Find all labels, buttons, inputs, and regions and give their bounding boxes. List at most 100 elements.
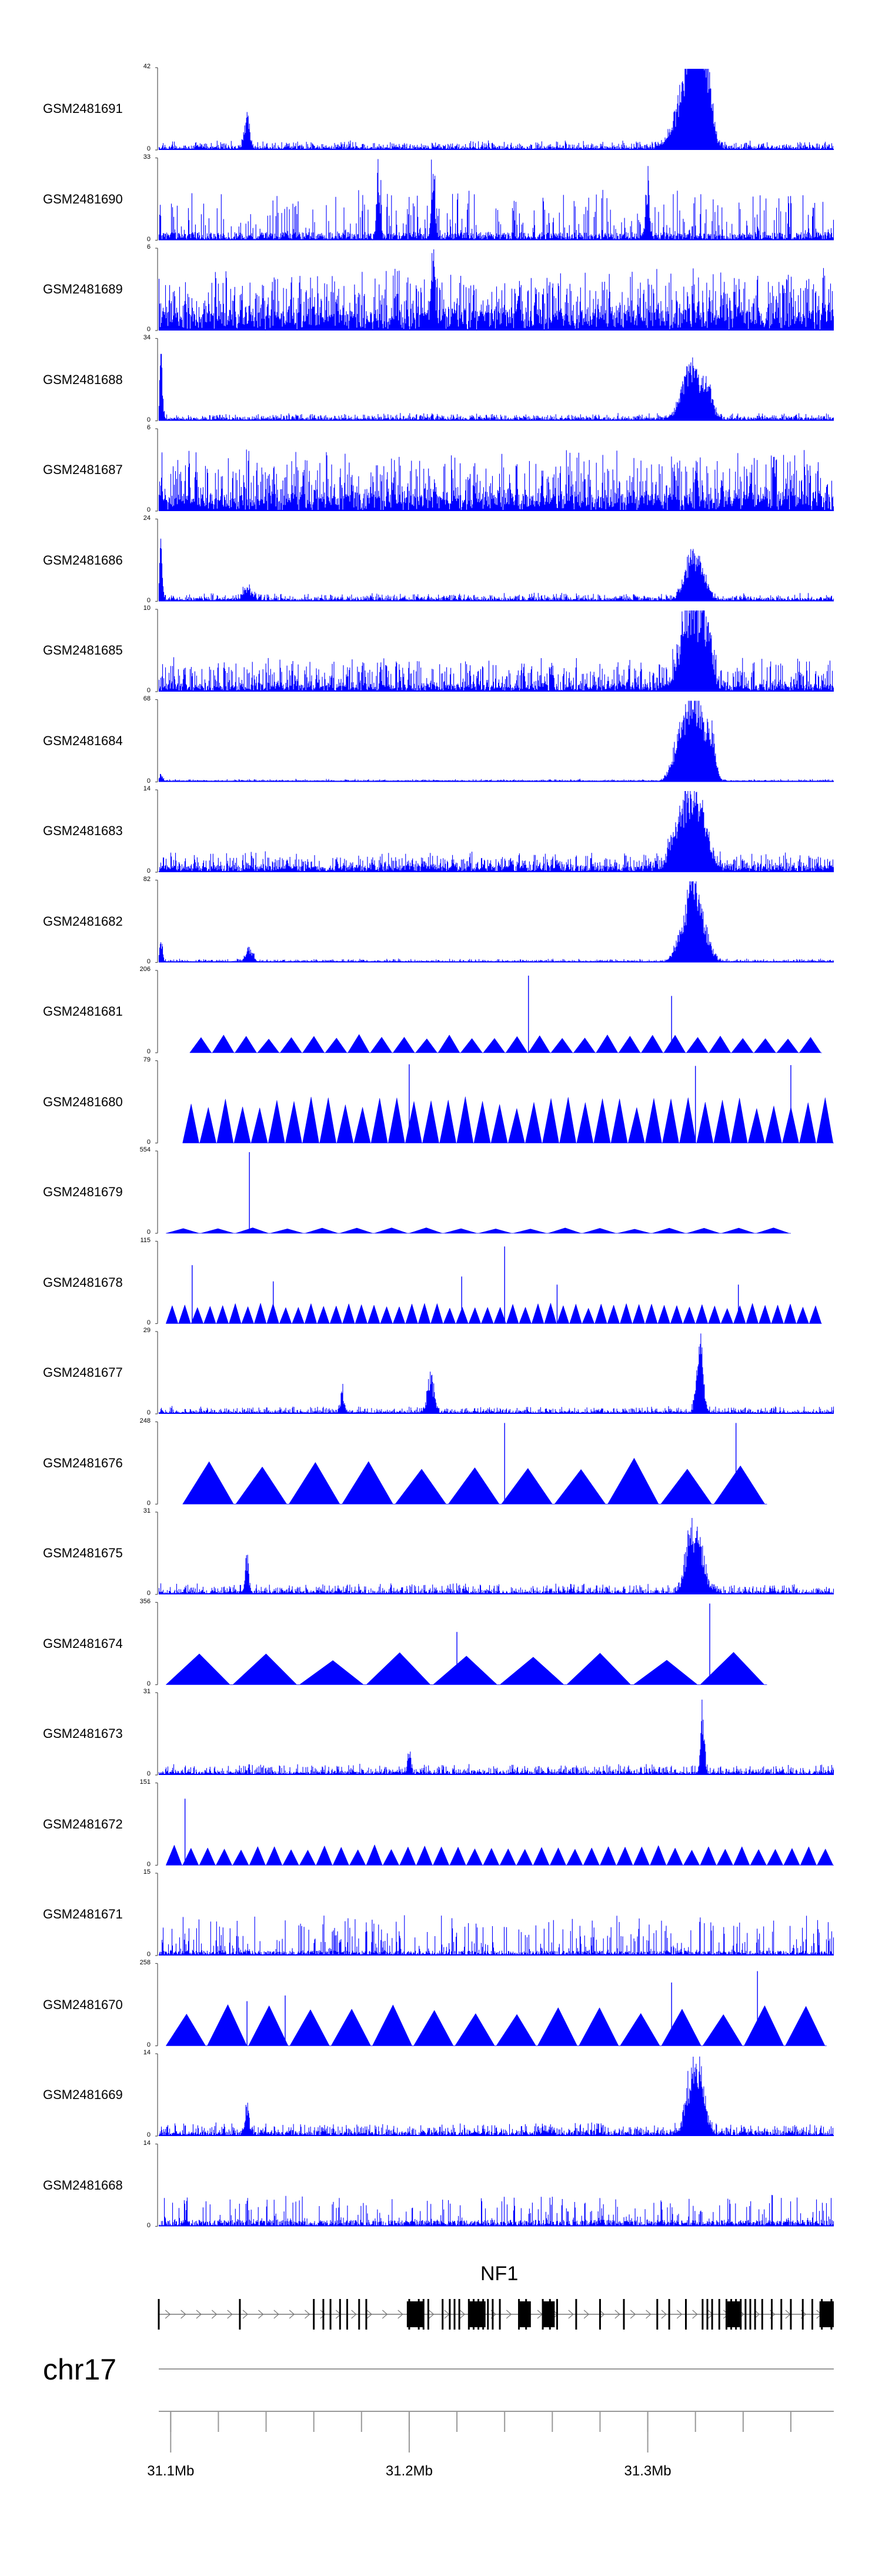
y-min-label: 0 xyxy=(146,867,151,875)
gene-name-label: NF1 xyxy=(480,2263,519,2285)
gene-model-NF1 xyxy=(158,2299,834,2330)
signal-bars xyxy=(158,538,834,602)
track-label: GSM2481686 xyxy=(43,552,123,568)
y-max-label: 14 xyxy=(143,2139,151,2147)
y-min-label: 0 xyxy=(146,1409,151,1416)
exon-mark xyxy=(684,2299,687,2330)
track-label: GSM2481685 xyxy=(43,643,123,658)
y-min-label: 0 xyxy=(146,1319,151,1326)
track-label: GSM2481687 xyxy=(43,462,123,477)
exon-block xyxy=(819,2301,834,2327)
y-max-label: 151 xyxy=(139,1778,151,1786)
y-max-label: 14 xyxy=(143,785,151,792)
track-label: GSM2481672 xyxy=(43,1816,123,1831)
signal-bars xyxy=(158,449,834,511)
signal-bars xyxy=(158,2195,834,2227)
signal-area xyxy=(182,1096,834,1143)
exon-mark xyxy=(711,2299,713,2330)
y-min-label: 0 xyxy=(146,687,151,694)
y-max-label: 115 xyxy=(140,1236,151,1244)
strand-arrow xyxy=(614,2310,620,2319)
y-max-label: 24 xyxy=(143,514,151,522)
track-label: GSM2481682 xyxy=(43,913,123,929)
track-label: GSM2481676 xyxy=(43,1455,123,1470)
exon-mark xyxy=(668,2299,670,2330)
track-GSM2481678 xyxy=(155,1240,822,1324)
y-min-label: 0 xyxy=(146,2131,151,2138)
exon-block xyxy=(519,2301,531,2327)
y-min-label: 0 xyxy=(146,1499,151,1507)
exon-mark xyxy=(449,2299,451,2330)
y-max-label: 33 xyxy=(143,153,151,161)
y-max-label: 6 xyxy=(146,424,151,431)
exon-mark xyxy=(442,2299,444,2330)
y-max-label: 10 xyxy=(143,605,151,612)
y-min-label: 0 xyxy=(146,1860,151,1868)
track-label: GSM2481669 xyxy=(43,2087,123,2102)
strand-arrow xyxy=(351,2310,357,2319)
signal-area xyxy=(182,1457,767,1504)
track-GSM2481687 xyxy=(155,428,834,512)
y-min-label: 0 xyxy=(146,326,151,333)
exon-mark xyxy=(365,2299,368,2330)
track-label: GSM2481688 xyxy=(43,372,123,387)
track-GSM2481668 xyxy=(155,2143,834,2227)
signal-bars xyxy=(158,700,834,782)
strand-arrow xyxy=(366,2310,372,2319)
track-label: GSM2481670 xyxy=(43,1997,123,2012)
exon-mark xyxy=(427,2299,429,2330)
signal-area xyxy=(189,1034,822,1053)
track-GSM2481672 xyxy=(155,1782,834,1866)
track-GSM2481669 xyxy=(155,2053,834,2137)
exon-block xyxy=(469,2301,486,2327)
y-min-label: 0 xyxy=(146,1770,151,1777)
strand-arrow xyxy=(599,2310,605,2319)
exon-block xyxy=(406,2301,424,2327)
y-max-label: 554 xyxy=(139,1146,151,1153)
y-max-label: 42 xyxy=(143,63,151,70)
track-GSM2481682 xyxy=(155,879,834,963)
y-min-label: 0 xyxy=(146,416,151,423)
exon-mark xyxy=(771,2299,773,2330)
y-max-label: 206 xyxy=(139,966,151,973)
track-GSM2481676 xyxy=(155,1421,767,1505)
strand-arrow xyxy=(382,2310,388,2319)
y-max-label: 6 xyxy=(146,243,151,251)
strand-arrow xyxy=(646,2310,652,2319)
y-min-label: 0 xyxy=(146,596,151,604)
track-label: GSM2481689 xyxy=(43,282,123,296)
strand-arrow xyxy=(227,2310,233,2319)
track-GSM2481689 xyxy=(155,248,834,331)
y-max-label: 356 xyxy=(139,1597,151,1605)
exon-mark xyxy=(599,2299,601,2330)
exon-block xyxy=(726,2301,741,2327)
track-label: GSM2481668 xyxy=(43,2177,123,2193)
y-max-label: 31 xyxy=(143,1688,151,1695)
strand-arrow xyxy=(568,2310,574,2319)
strand-arrow xyxy=(258,2310,264,2319)
track-label: GSM2481691 xyxy=(43,101,123,116)
y-max-label: 15 xyxy=(143,1868,151,1876)
strand-arrow xyxy=(661,2310,667,2319)
y-max-label: 31 xyxy=(143,1507,151,1514)
exon-mark xyxy=(780,2299,783,2330)
strand-arrow xyxy=(165,2310,171,2319)
signal-bars xyxy=(159,1915,834,1956)
exon-mark xyxy=(790,2299,792,2330)
exon-mark xyxy=(575,2299,577,2330)
y-min-label: 0 xyxy=(146,1590,151,1597)
axis-tick-label: 31.2Mb xyxy=(385,2463,433,2479)
exon-mark xyxy=(239,2299,241,2330)
track-GSM2481688 xyxy=(155,338,834,422)
track-label: GSM2481675 xyxy=(43,1546,123,1560)
signal-area xyxy=(165,1302,822,1324)
exon-mark xyxy=(453,2299,456,2330)
chromosome-label: chr17 xyxy=(43,2353,117,2386)
track-label: GSM2481673 xyxy=(43,1726,123,1741)
exon-mark xyxy=(358,2299,360,2330)
exon-block xyxy=(543,2301,555,2327)
strand-arrow xyxy=(320,2310,326,2319)
exon-mark xyxy=(744,2299,747,2330)
track-label: GSM2481679 xyxy=(43,1184,123,1199)
